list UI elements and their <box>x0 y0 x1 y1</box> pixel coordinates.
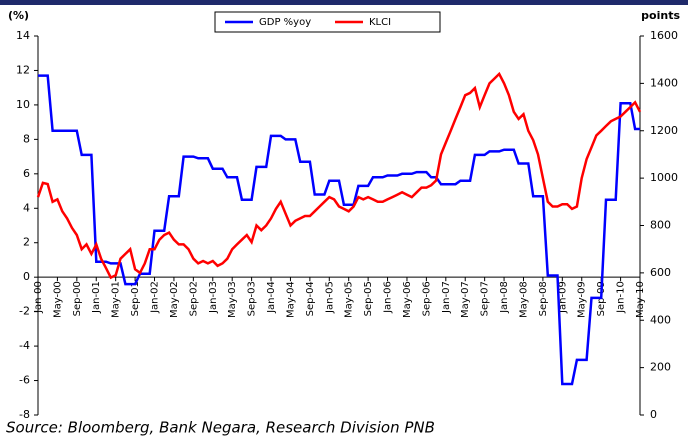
x-tick-label: Sep-04 <box>305 281 316 316</box>
x-tick-label: Sep-01 <box>130 281 141 316</box>
x-tick-label: May-01 <box>111 281 122 318</box>
series-line <box>38 74 640 386</box>
y-tick-label: 4 <box>23 201 30 214</box>
x-tick-label: May-09 <box>577 281 588 318</box>
y2-tick-label: 1400 <box>650 76 678 89</box>
source-note: Source: Bloomberg, Bank Negara, Research… <box>6 419 435 437</box>
x-tick-label: Jan-03 <box>208 281 219 314</box>
x-tick-label: Sep-03 <box>247 281 258 316</box>
x-tick-label: Jan-10 <box>616 281 627 314</box>
y-tick-label: -4 <box>19 339 30 352</box>
x-tick-label: Jan-01 <box>91 281 102 314</box>
x-tick-label: May-05 <box>344 281 355 318</box>
x-tick-label: May-10 <box>635 281 646 318</box>
x-tick-label: May-03 <box>227 281 238 318</box>
y-tick-label: 0 <box>23 270 30 283</box>
y-tick-label: 6 <box>23 167 30 180</box>
x-tick-label: Jan-00 <box>33 281 44 314</box>
x-tick-label: Sep-08 <box>538 281 549 316</box>
y2-tick-label: 1600 <box>650 29 678 42</box>
legend-label: KLCI <box>369 17 391 28</box>
y2-axis-label: points <box>641 9 680 22</box>
y-tick-label: -2 <box>19 305 30 318</box>
y2-tick-label: 1200 <box>650 124 678 137</box>
x-tick-label: Sep-02 <box>188 281 199 316</box>
x-tick-label: May-06 <box>402 281 413 318</box>
x-tick-label: Jan-08 <box>499 281 510 314</box>
x-tick-label: Sep-00 <box>72 281 83 316</box>
x-tick-label: Jan-06 <box>383 281 394 314</box>
legend-box <box>214 11 441 33</box>
x-tick-label: May-02 <box>169 281 180 318</box>
x-tick-label: Sep-06 <box>421 281 432 316</box>
x-tick-label: May-00 <box>52 281 63 318</box>
y-tick-label: -6 <box>19 374 30 387</box>
y2-tick-label: 200 <box>650 361 671 374</box>
x-tick-label: May-07 <box>460 281 471 318</box>
y2-tick-label: 1000 <box>650 171 678 184</box>
y2-tick-label: 800 <box>650 219 671 232</box>
y-tick-label: 2 <box>23 236 30 249</box>
x-tick-label: May-08 <box>518 281 529 318</box>
top-bar <box>0 0 688 5</box>
y2-tick-label: 600 <box>650 266 671 279</box>
x-tick-label: Jan-02 <box>150 281 161 314</box>
y-tick-label: -8 <box>19 408 30 421</box>
x-tick-label: Jan-07 <box>441 281 452 314</box>
series-line <box>36 71 642 280</box>
x-tick-label: Jan-05 <box>324 281 335 314</box>
x-tick-label: May-04 <box>285 281 296 318</box>
y-tick-label: 12 <box>16 63 30 76</box>
y-axis-label: (%) <box>8 9 29 22</box>
legend-label: GDP %yoy <box>259 17 311 28</box>
x-tick-label: Jan-09 <box>557 281 568 314</box>
x-tick-label: Sep-07 <box>480 281 491 316</box>
y-tick-label: 14 <box>16 29 30 42</box>
y2-tick-label: 400 <box>650 313 671 326</box>
x-tick-label: Jan-04 <box>266 281 277 314</box>
y-tick-label: 10 <box>16 98 30 111</box>
x-tick-label: Sep-05 <box>363 281 374 316</box>
y2-tick-label: 0 <box>650 408 657 421</box>
y-tick-label: 8 <box>23 132 30 145</box>
